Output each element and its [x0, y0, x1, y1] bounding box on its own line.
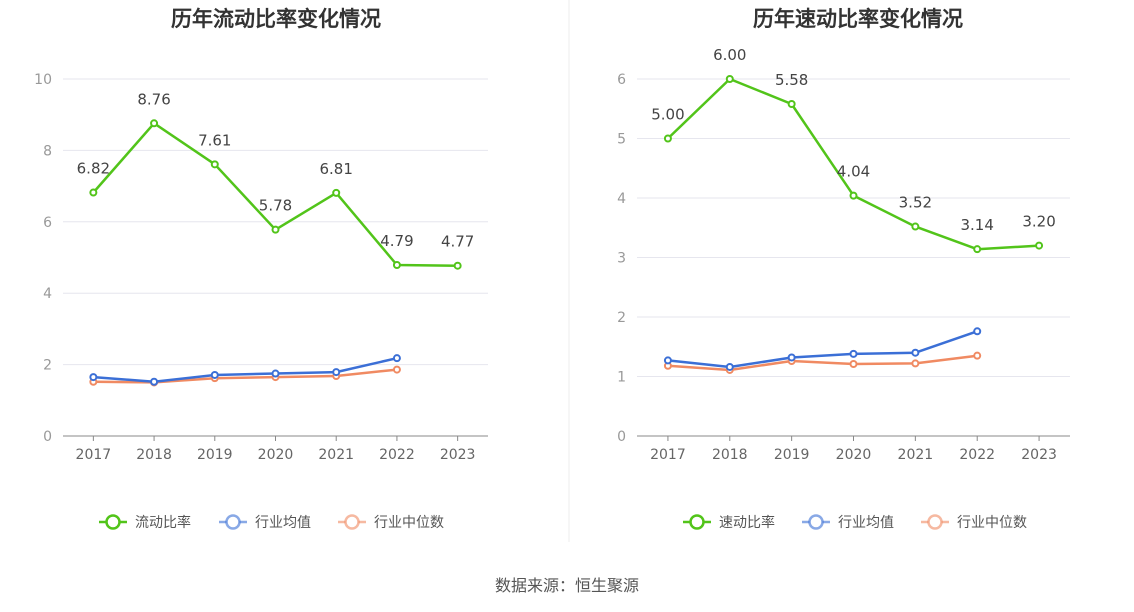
data-label: 5.58 [775, 71, 808, 89]
x-tick-label: 2019 [774, 447, 810, 463]
chart-current-ratio: 历年流动比率变化情况 0 2 4 6 8 10 2017 2018 2019 2020 2021 202… [34, 7, 488, 531]
y-tick-label: 1 [617, 370, 626, 386]
data-label: 4.79 [380, 232, 413, 250]
data-point [973, 351, 982, 360]
x-tick-label: 2023 [440, 447, 476, 463]
data-point [150, 119, 159, 128]
data-point [973, 245, 982, 254]
legend-swatch-marker [927, 514, 943, 530]
legend-label: 行业均值 [838, 515, 894, 531]
chart-title: 历年流动比率变化情况 [171, 7, 381, 31]
series-line-1 [667, 330, 978, 369]
legend-swatch-marker [808, 514, 824, 530]
data-label: 8.76 [137, 90, 170, 108]
data-point [332, 188, 341, 197]
data-point [392, 354, 401, 363]
data-point [663, 356, 672, 365]
legend-swatch-marker [225, 514, 241, 530]
data-point [725, 75, 734, 83]
chart-title: 历年速动比率变化情况 [753, 7, 963, 31]
x-tick-label: 2023 [1021, 447, 1057, 463]
x-tick-label: 2019 [197, 447, 233, 463]
series-line-1 [93, 356, 398, 383]
data-point [89, 188, 98, 197]
data-point [911, 222, 920, 231]
data-point [210, 160, 219, 169]
data-point [271, 225, 280, 234]
data-label: 5.78 [259, 197, 292, 215]
data-point [787, 353, 796, 362]
x-tick-label: 2017 [76, 447, 112, 463]
y-tick-label: 2 [617, 310, 626, 326]
data-point [89, 373, 98, 382]
x-tick-label: 2021 [318, 447, 354, 463]
data-point [150, 377, 159, 386]
data-point [271, 369, 280, 378]
data-point [332, 368, 341, 377]
data-point [453, 261, 462, 270]
data-point [787, 99, 796, 108]
y-tick-label: 8 [43, 143, 52, 159]
data-point [1035, 241, 1044, 250]
series-line-2 [667, 354, 978, 372]
y-tick-label: 6 [617, 72, 626, 88]
data-point [911, 359, 920, 368]
legend-swatch-marker [344, 514, 360, 530]
data-label: 3.20 [1022, 213, 1055, 231]
data-point [663, 134, 672, 143]
legend-swatch-marker [689, 514, 705, 530]
legend-label: 行业均值 [255, 515, 311, 531]
chart-quick-ratio: 历年速动比率变化情况 0 1 2 3 4 5 6 2017 2018 2019 2020 2021 202… [617, 7, 1070, 531]
series-line-2 [93, 368, 398, 384]
data-point [849, 360, 858, 369]
x-tick-label: 2020 [258, 447, 294, 463]
legend-label: 流动比率 [135, 514, 191, 531]
data-label: 4.77 [441, 233, 474, 251]
data-point [849, 191, 858, 200]
x-tick-label: 2018 [712, 447, 748, 463]
y-tick-label: 5 [617, 132, 626, 148]
data-point [973, 327, 982, 336]
legend-label: 速动比率 [719, 514, 775, 531]
y-tick-label: 10 [34, 72, 52, 88]
x-tick-label: 2022 [959, 447, 995, 463]
data-point [725, 362, 734, 371]
data-point [392, 260, 401, 269]
data-label: 5.00 [651, 106, 684, 124]
data-point [210, 370, 219, 379]
y-tick-label: 0 [617, 429, 626, 445]
x-tick-label: 2018 [136, 447, 172, 463]
data-point [911, 348, 920, 357]
legend-swatch-marker [105, 514, 121, 530]
data-point [849, 349, 858, 358]
data-source-note: 数据来源：恒生聚源 [494, 576, 639, 595]
data-label: 6.00 [713, 46, 746, 64]
data-label: 7.61 [198, 131, 231, 149]
data-point [392, 365, 401, 374]
y-tick-label: 3 [617, 251, 626, 267]
legend-label: 行业中位数 [374, 515, 444, 531]
data-label: 3.52 [899, 194, 932, 212]
x-tick-label: 2017 [650, 447, 686, 463]
y-tick-label: 4 [617, 191, 626, 207]
y-tick-label: 4 [43, 286, 52, 302]
x-tick-label: 2020 [836, 447, 872, 463]
data-label: 6.81 [320, 160, 353, 178]
y-tick-label: 6 [43, 215, 52, 231]
data-label: 6.82 [77, 160, 110, 178]
y-tick-label: 2 [43, 358, 52, 374]
data-label: 3.14 [961, 216, 994, 234]
data-label: 4.04 [837, 163, 870, 181]
legend-label: 行业中位数 [957, 515, 1027, 531]
y-tick-label: 0 [43, 429, 52, 445]
x-tick-label: 2021 [898, 447, 934, 463]
x-tick-label: 2022 [379, 447, 415, 463]
